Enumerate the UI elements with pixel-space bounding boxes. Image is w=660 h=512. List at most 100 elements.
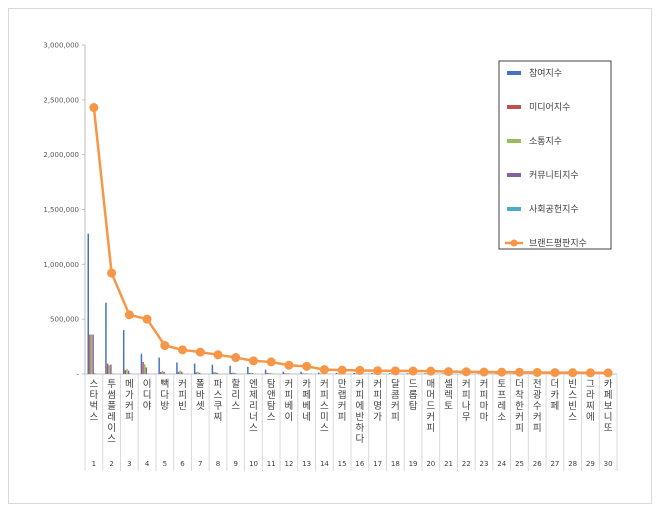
- bar-소통지수: [161, 370, 164, 374]
- bar-참여지수: [424, 373, 426, 374]
- y-tick-label: 1,500,000: [43, 206, 79, 214]
- rank-label: 14: [320, 460, 329, 468]
- bar-미디어지수: [89, 334, 91, 374]
- bar-참여지수: [388, 373, 391, 374]
- bar-미디어지수: [266, 372, 268, 374]
- bar-커뮤니티지수: [269, 373, 272, 374]
- rank-label: 1: [92, 460, 96, 468]
- y-tick-label: 1,000,000: [43, 261, 79, 269]
- bar-미디어지수: [248, 372, 251, 374]
- rank-label: 17: [373, 460, 382, 468]
- rank-label: 16: [355, 460, 364, 468]
- rank-label: 22: [462, 460, 471, 468]
- rank-label: 19: [409, 460, 418, 468]
- legend-label: 소통지수: [529, 136, 562, 147]
- bar-참여지수: [229, 365, 231, 374]
- legend-label: 사회공헌지수: [529, 204, 579, 215]
- bar-참여지수: [335, 372, 338, 374]
- point-브랜드평판지수: [390, 366, 400, 376]
- bar-사회공헌지수: [111, 373, 114, 374]
- legend-label: 참여지수: [529, 67, 562, 79]
- point-브랜드평판지수: [514, 367, 524, 377]
- point-브랜드평판지수: [532, 367, 542, 377]
- point-브랜드평판지수: [337, 365, 347, 375]
- legend-label: 미디어지수: [529, 102, 570, 113]
- rank-label: 10: [249, 460, 258, 468]
- point-브랜드평판지수: [444, 367, 454, 377]
- rank-label: 7: [198, 460, 202, 468]
- bar-참여지수: [247, 366, 249, 374]
- bar-소통지수: [303, 373, 306, 374]
- point-브랜드평판지수: [107, 268, 117, 278]
- point-브랜드평판지수: [355, 365, 365, 375]
- bar-참여지수: [193, 363, 196, 374]
- bar-미디어지수: [213, 372, 215, 374]
- bar-참여지수: [353, 373, 355, 374]
- point-브랜드평판지수: [195, 347, 205, 357]
- legend-box: [498, 60, 612, 250]
- legend-swatch: [507, 105, 521, 109]
- point-브랜드평판지수: [319, 365, 329, 375]
- point-브랜드평판지수: [603, 368, 613, 378]
- bar-미디어지수: [230, 372, 233, 374]
- point-브랜드평판지수: [302, 361, 312, 371]
- bar-소통지수: [179, 370, 181, 374]
- point-브랜드평판지수: [408, 366, 418, 376]
- point-브랜드평판지수: [178, 345, 188, 355]
- bar-미디어지수: [177, 371, 180, 374]
- point-브랜드평판지수: [497, 367, 507, 377]
- y-tick-label: 500,000: [50, 316, 79, 324]
- rank-label: 13: [302, 460, 311, 468]
- point-브랜드평판지수: [266, 357, 276, 367]
- point-브랜드평판지수: [585, 368, 595, 378]
- rank-label: 24: [497, 460, 506, 468]
- bar-소통지수: [108, 365, 110, 374]
- brand-reputation-chart: - 500,000 1,000,000 1,500,000 2,000,000 2,500…: [43, 42, 618, 471]
- rank-label: 8: [216, 460, 220, 468]
- bar-소통지수: [126, 369, 128, 374]
- bar-미디어지수: [142, 361, 144, 374]
- legend-swatch: [507, 139, 521, 143]
- y-tick-label: 2,000,000: [43, 151, 79, 159]
- bar-커뮤니티지수: [92, 334, 94, 374]
- bar-커뮤니티지수: [181, 371, 183, 374]
- point-브랜드평판지수: [213, 350, 223, 360]
- bar-커뮤니티지수: [198, 372, 201, 374]
- rank-label: 26: [533, 460, 542, 468]
- rank-label: 11: [267, 460, 276, 468]
- rank-label: 29: [586, 460, 595, 468]
- point-브랜드평판지수: [142, 314, 152, 324]
- bar-참여지수: [140, 353, 143, 374]
- bar-참여지수: [105, 302, 107, 374]
- point-브랜드평판지수: [248, 356, 258, 366]
- rank-label: 25: [515, 460, 524, 468]
- rank-label: 3: [127, 460, 131, 468]
- point-브랜드평판지수: [426, 366, 436, 376]
- bar-참여지수: [282, 371, 285, 374]
- bar-커뮤니티지수: [127, 370, 130, 374]
- rank-label: 27: [550, 460, 559, 468]
- point-브랜드평판지수: [231, 353, 241, 363]
- bar-참여지수: [406, 373, 409, 374]
- point-브랜드평판지수: [568, 368, 578, 378]
- rank-label: 6: [180, 460, 185, 468]
- bar-소통지수: [232, 372, 235, 374]
- bar-미디어지수: [301, 373, 304, 374]
- bar-커뮤니티지수: [287, 373, 289, 374]
- bar-커뮤니티지수: [234, 373, 236, 374]
